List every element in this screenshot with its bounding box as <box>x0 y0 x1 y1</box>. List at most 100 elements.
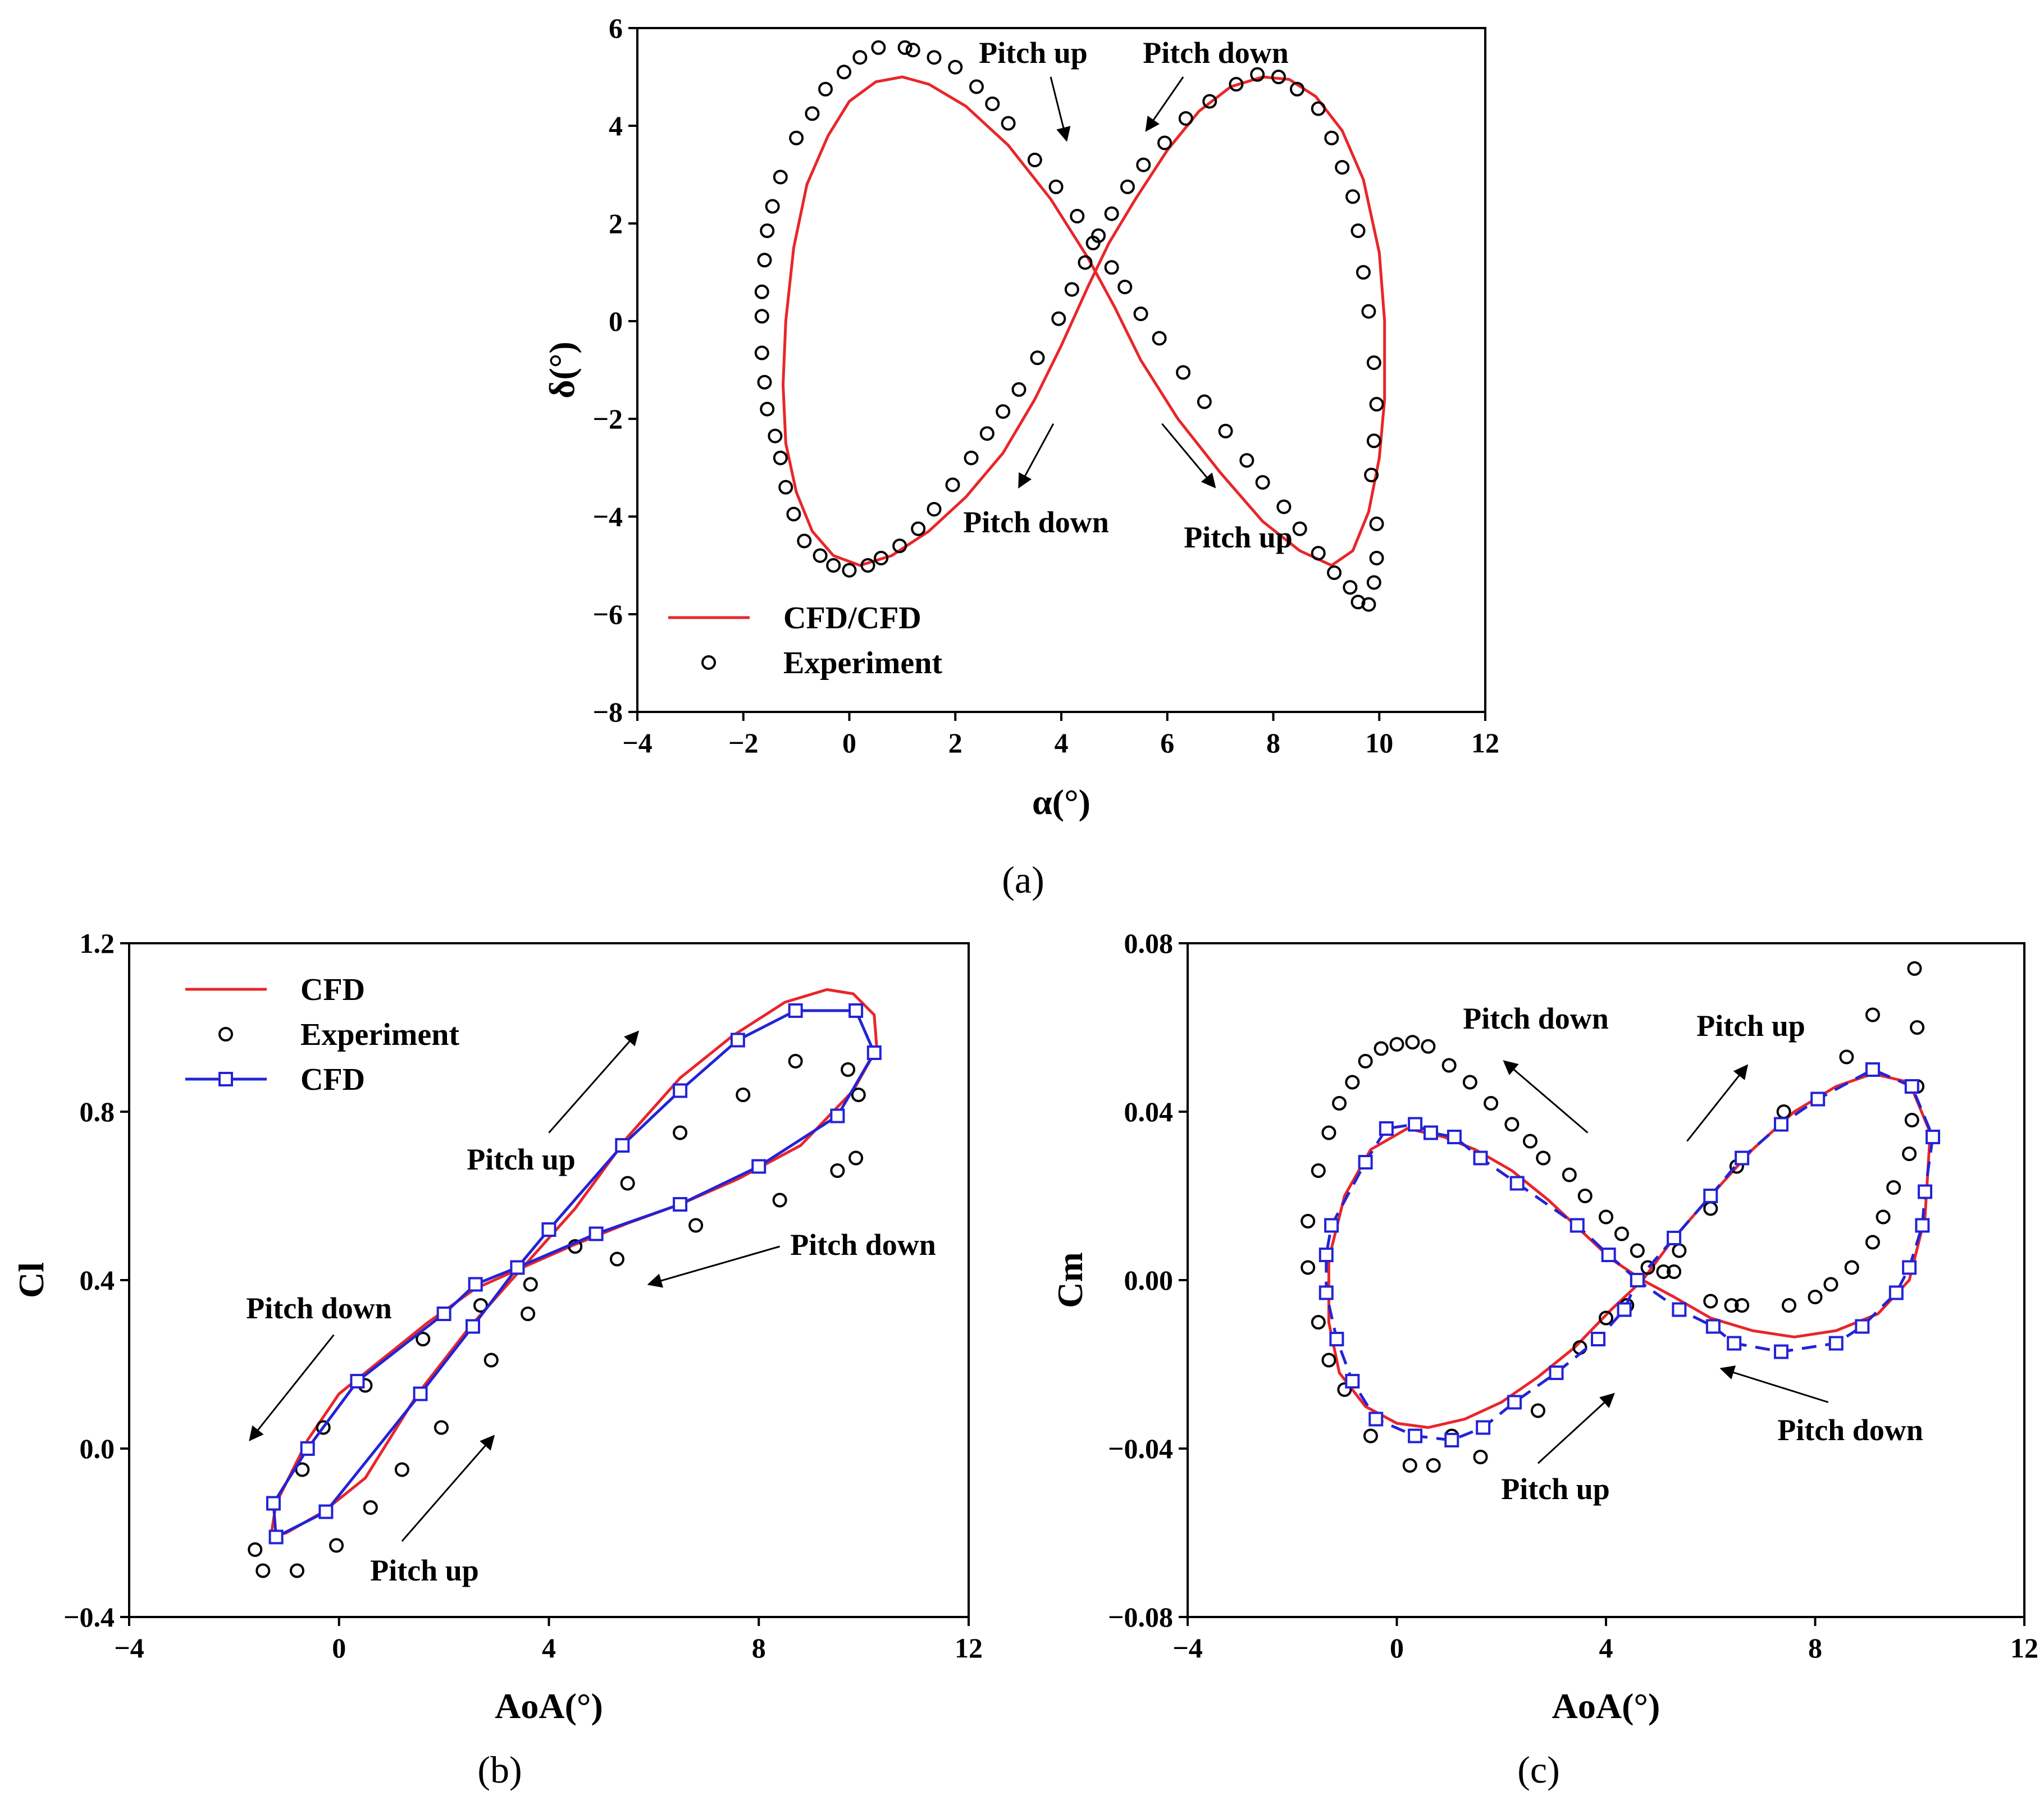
data-point-circle <box>1462 1075 1477 1090</box>
data-point-square <box>1358 1155 1373 1170</box>
data-point-circle <box>295 1462 310 1477</box>
data-point-circle <box>1781 1298 1796 1313</box>
data-point-circle <box>818 81 833 97</box>
data-point-square <box>615 1138 630 1153</box>
data-point-circle <box>1276 499 1292 514</box>
legend-label: CFD <box>300 1062 365 1097</box>
annotation-label: Pitch up <box>1696 1009 1805 1043</box>
data-layer <box>1301 961 1941 1473</box>
y-tick-label: 0.00 <box>1124 1264 1174 1296</box>
data-point-circle <box>1250 67 1265 82</box>
data-point-square <box>1509 1176 1525 1191</box>
legend-swatch-square <box>218 1072 233 1086</box>
data-point-circle <box>1426 1458 1441 1473</box>
annotation-label: Pitch up <box>1501 1472 1610 1506</box>
data-point-circle <box>1577 1189 1593 1203</box>
data-point-square <box>673 1083 688 1098</box>
annotation-arrow <box>1018 423 1055 489</box>
panel-label: (a) <box>1002 858 1044 901</box>
data-point-circle <box>852 50 868 65</box>
data-point-square <box>1507 1395 1522 1410</box>
data-point-circle <box>1366 355 1381 370</box>
y-tick-label: 1.2 <box>80 928 115 959</box>
annotation-label: Pitch down <box>1143 36 1289 70</box>
data-point-square <box>1601 1248 1616 1262</box>
data-point-circle <box>1117 280 1133 295</box>
data-point-circle <box>434 1420 449 1435</box>
chart-a: −4 −2 0 2 4 6 8 10 12 −8 −6 −4 −2 0 2 4 6 α(°) δ(°) (a) Pitc… <box>542 12 1499 901</box>
data-point-circle <box>1011 382 1026 397</box>
data-point-circle <box>1614 1226 1629 1241</box>
data-point-circle <box>1536 1150 1551 1166</box>
data-point-square <box>588 1226 604 1241</box>
data-point-circle <box>1640 1260 1655 1275</box>
data-point-circle <box>1311 1315 1326 1330</box>
data-point-circle <box>1030 350 1045 366</box>
data-point-circle <box>789 130 804 145</box>
x-tick-label: 4 <box>1055 727 1069 759</box>
data-point-circle <box>760 223 775 239</box>
y-tick-label: 0.4 <box>80 1264 115 1296</box>
data-point-square <box>1888 1285 1904 1300</box>
x-tick-label: 0 <box>842 727 856 759</box>
data-point-circle <box>1907 961 1922 976</box>
data-point-circle <box>1078 255 1093 270</box>
data-point-circle <box>1630 1243 1645 1258</box>
data-point-circle <box>1530 1403 1545 1418</box>
data-point-square <box>1318 1285 1334 1300</box>
data-point-circle <box>1904 1113 1919 1127</box>
data-point-circle <box>1522 1134 1537 1149</box>
data-point-square <box>788 1003 803 1018</box>
annotation-arrow <box>647 1245 781 1288</box>
data-point-square <box>1368 1412 1384 1427</box>
data-point-circle <box>363 1500 378 1515</box>
y-tick-label: 6 <box>609 12 623 44</box>
series-1 <box>248 1054 866 1578</box>
annotation-label: Pitch down <box>1777 1413 1923 1447</box>
data-point-circle <box>1301 1260 1316 1275</box>
data-point-circle <box>1672 1243 1687 1258</box>
data-point-circle <box>905 43 920 58</box>
y-tick-label: 0.04 <box>1124 1096 1174 1127</box>
data-point-circle <box>765 199 780 214</box>
data-point-square <box>1473 1150 1488 1166</box>
data-point-square <box>1727 1336 1742 1351</box>
data-point-circle <box>329 1538 344 1553</box>
data-point-circle <box>1327 565 1342 581</box>
annotation-arrow <box>1719 1365 1829 1403</box>
data-point-circle <box>1178 111 1193 126</box>
data-point-circle <box>778 479 793 495</box>
data-point-square <box>413 1386 428 1401</box>
annotation-arrow <box>1161 423 1216 488</box>
data-point-circle <box>897 40 912 55</box>
data-point-circle <box>1324 130 1339 145</box>
data-point-circle <box>1345 1075 1360 1090</box>
data-point-circle <box>1441 1058 1457 1073</box>
data-point-circle <box>1484 1096 1499 1111</box>
annotation-label: Pitch up <box>467 1143 576 1176</box>
data-point-square <box>1408 1117 1423 1132</box>
data-point-circle <box>1064 282 1079 297</box>
data-point-circle <box>948 60 963 75</box>
data-point-square <box>866 1045 882 1060</box>
x-tick-label: 8 <box>1266 727 1280 759</box>
data-point-circle <box>523 1277 538 1292</box>
data-point-circle <box>1361 597 1376 612</box>
data-point-circle <box>290 1563 304 1578</box>
data-point-circle <box>773 170 788 185</box>
data-point-circle <box>911 521 926 536</box>
data-point-circle <box>1808 1290 1823 1304</box>
plot-frame <box>128 942 970 1618</box>
annotation-label: Pitch up <box>1184 520 1293 554</box>
x-tick-label: −2 <box>728 727 759 759</box>
data-point-circle <box>620 1176 635 1191</box>
data-point-circle <box>1070 208 1085 223</box>
y-axis-label: Cl <box>11 1262 51 1298</box>
data-point-square <box>1810 1091 1826 1107</box>
annotation-arrow <box>1503 1060 1589 1134</box>
data-point-circle <box>874 550 889 565</box>
data-point-square <box>266 1496 281 1511</box>
data-point-square <box>1926 1130 1941 1144</box>
data-point-circle <box>1363 1428 1378 1444</box>
